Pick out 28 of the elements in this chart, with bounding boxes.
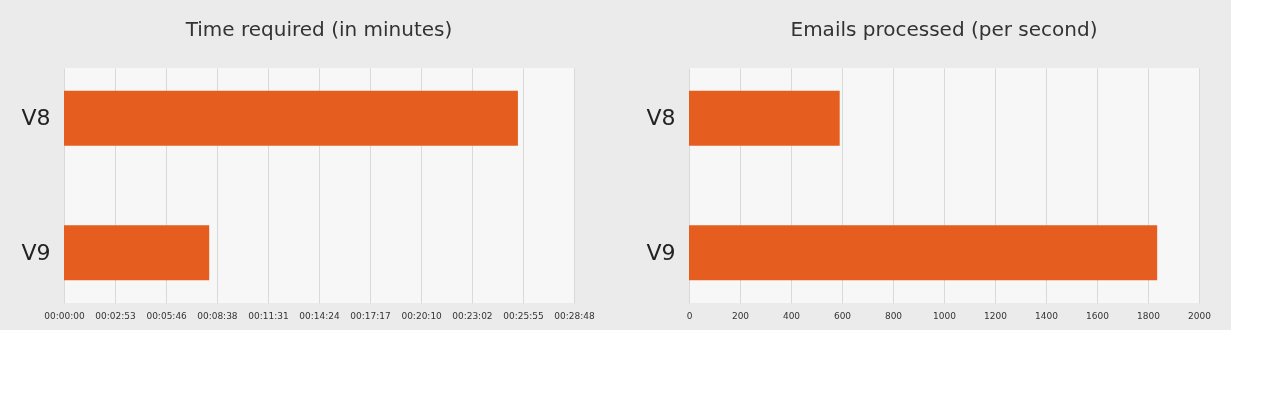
x-tick-label: 600 [833,310,852,321]
x-tick-label: 1600 [1086,310,1110,321]
x-tick-label: 00:00:00 [44,310,85,321]
chart-title: Time required (in minutes) [184,17,453,41]
x-tick-label: 0 [686,310,693,321]
y-tick-label: V8 [646,105,676,131]
x-tick-label: 800 [884,310,903,321]
x-tick-label: 00:02:53 [95,310,136,321]
x-tick-label: 2000 [1188,310,1212,321]
chart-title: Emails processed (per second) [790,17,1098,41]
x-tick-label: 00:08:38 [197,310,238,321]
x-tick-label: 400 [782,310,801,321]
x-tick-label: 00:11:31 [248,310,289,321]
x-tick-label: 200 [731,310,750,321]
y-tick-label: V9 [646,239,676,265]
x-tick-label: 00:25:55 [503,310,544,321]
y-tick-label: V8 [21,105,51,131]
x-tick-label: 1000 [933,310,957,321]
x-tick-label: 00:20:10 [401,310,443,321]
x-tick-label: 1800 [1137,310,1161,321]
x-tick-label: 1200 [984,310,1008,321]
x-tick-label: 1400 [1035,310,1059,321]
x-tick-label: 00:05:46 [146,310,188,321]
x-tick-label: 00:17:17 [350,310,391,321]
x-tick-label: 00:28:48 [554,310,595,321]
y-tick-label: V9 [21,239,51,265]
x-tick-label: 00:14:24 [299,310,340,321]
x-tick-label: 00:23:02 [452,310,493,321]
